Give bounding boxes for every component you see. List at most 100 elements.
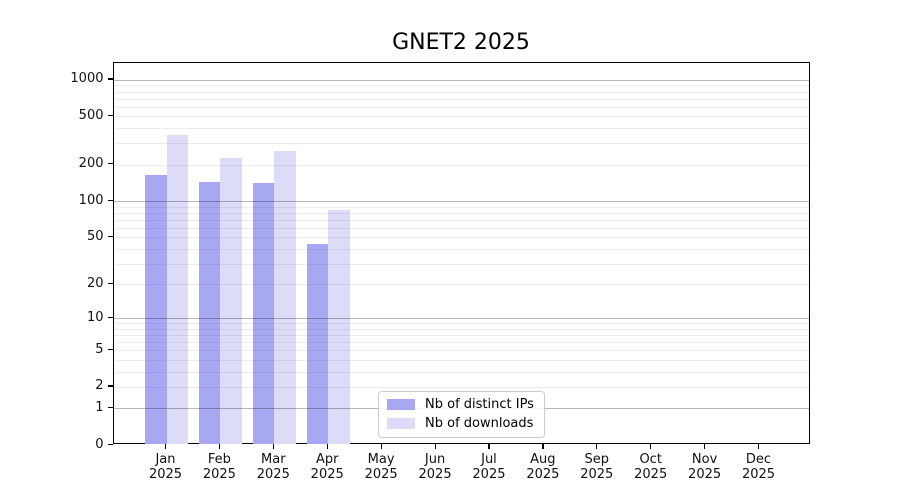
gridline-major — [113, 318, 809, 320]
y-tick-label: 1000 — [70, 71, 104, 87]
x-tick-month: Feb — [207, 452, 231, 467]
y-tick-mark — [107, 348, 113, 350]
y-tick-mark — [107, 114, 113, 117]
x-tick-month: Jul — [481, 452, 497, 467]
x-tick-month: Mar — [261, 452, 286, 467]
x-tick-year: 2025 — [634, 467, 668, 482]
x-tick-mark — [165, 444, 167, 449]
y-tick-label: 0 — [95, 436, 104, 452]
x-tick-mark — [380, 444, 382, 449]
x-tick-mark — [758, 444, 760, 449]
gridline-minor — [113, 323, 809, 325]
x-tick-year: 2025 — [148, 467, 183, 482]
x-tick-month: Jan — [155, 452, 176, 467]
y-tick-mark — [107, 282, 113, 284]
x-tick-label: Oct 2025 — [621, 452, 681, 482]
x-tick-mark — [542, 444, 544, 449]
gridline-major — [113, 201, 809, 203]
x-tick-year: 2025 — [418, 467, 452, 482]
gridline-minor — [113, 98, 809, 100]
y-tick-label: 500 — [78, 107, 104, 123]
bar-distinct-ips-apr — [306, 243, 329, 444]
x-tick-mark — [488, 444, 490, 449]
bar-downloads-mar — [274, 150, 296, 444]
y-tick-label: 50 — [86, 228, 104, 244]
y-tick-label: 20 — [86, 275, 104, 291]
y-tick-label: 5 — [95, 341, 104, 357]
gridline-minor — [113, 350, 809, 352]
legend-label: Nb of downloads — [425, 416, 534, 431]
legend-item: Nb of distinct IPs — [387, 397, 544, 412]
y-tick-mark — [107, 385, 113, 387]
chart-title: GNET2 2025 — [392, 30, 530, 55]
x-tick-label: Jun 2025 — [405, 452, 465, 482]
y-tick-label: 100 — [78, 192, 104, 208]
y-tick-label: 2 — [95, 378, 104, 394]
x-tick-mark — [596, 444, 598, 449]
gridline-minor — [113, 164, 809, 166]
legend: Nb of distinct IPs Nb of downloads — [378, 390, 545, 438]
y-tick-mark — [107, 163, 113, 165]
x-tick-mark — [272, 444, 274, 449]
x-tick-label: May 2025 — [351, 452, 411, 482]
x-tick-year: 2025 — [364, 467, 398, 482]
x-tick-month: Dec — [745, 452, 772, 467]
x-tick-year: 2025 — [202, 467, 236, 482]
gridline-minor — [113, 206, 809, 208]
gridline-minor — [113, 219, 809, 221]
gridline-minor — [113, 284, 809, 286]
x-tick-month: Nov — [691, 452, 718, 467]
gridline-minor — [113, 91, 809, 93]
x-tick-mark — [434, 444, 436, 449]
x-tick-year: 2025 — [310, 467, 344, 482]
y-tick-label: 200 — [78, 156, 104, 172]
x-tick-month: Aug — [530, 452, 556, 467]
gridline-minor — [113, 143, 809, 145]
x-tick-label: Sep 2025 — [567, 452, 627, 482]
x-tick-month: Apr — [315, 452, 339, 467]
gridline-minor — [113, 85, 809, 87]
x-tick-mark — [650, 444, 652, 449]
y-tick-mark — [107, 199, 113, 201]
gridline-minor — [113, 128, 809, 130]
x-tick-year: 2025 — [256, 467, 290, 482]
gridline-minor — [113, 106, 809, 108]
gridline-minor — [113, 386, 809, 388]
x-tick-label: Nov 2025 — [675, 452, 735, 482]
bar-downloads-feb — [220, 158, 242, 444]
x-tick-label: Apr 2025 — [297, 452, 357, 482]
gridline-minor — [113, 342, 809, 344]
gridline-minor — [113, 116, 809, 118]
x-tick-label: Feb 2025 — [189, 452, 249, 482]
y-tick-mark — [107, 443, 113, 445]
gridline-minor — [113, 227, 809, 229]
bar-downloads-apr — [328, 210, 350, 444]
y-tick-mark — [107, 406, 113, 409]
gridline-minor — [113, 335, 809, 337]
x-tick-label: Jan 2025 — [136, 452, 196, 482]
x-tick-label: Jul 2025 — [459, 452, 519, 482]
x-tick-month: May — [367, 452, 395, 467]
y-tick-mark — [107, 316, 113, 318]
gridline-minor — [113, 248, 809, 250]
x-tick-mark — [326, 444, 328, 449]
y-tick-label: 1 — [95, 399, 104, 415]
legend-label: Nb of distinct IPs — [425, 397, 534, 412]
x-tick-year: 2025 — [688, 467, 722, 482]
bar-distinct-ips-jan — [145, 174, 167, 444]
gridline-minor — [113, 359, 809, 361]
bar-distinct-ips-feb — [198, 181, 221, 444]
x-tick-mark — [704, 444, 706, 449]
y-tick-mark — [107, 78, 113, 80]
gridline-major — [113, 79, 809, 81]
legend-swatch — [387, 418, 415, 429]
x-tick-month: Jun — [424, 452, 446, 467]
legend-item: Nb of downloads — [387, 416, 544, 431]
gridline-minor — [113, 371, 809, 373]
gridline-minor — [113, 237, 809, 239]
x-tick-year: 2025 — [741, 467, 776, 482]
x-tick-month: Oct — [639, 452, 662, 467]
plot-area — [112, 61, 810, 444]
x-tick-year: 2025 — [580, 467, 614, 482]
x-tick-year: 2025 — [472, 467, 506, 482]
